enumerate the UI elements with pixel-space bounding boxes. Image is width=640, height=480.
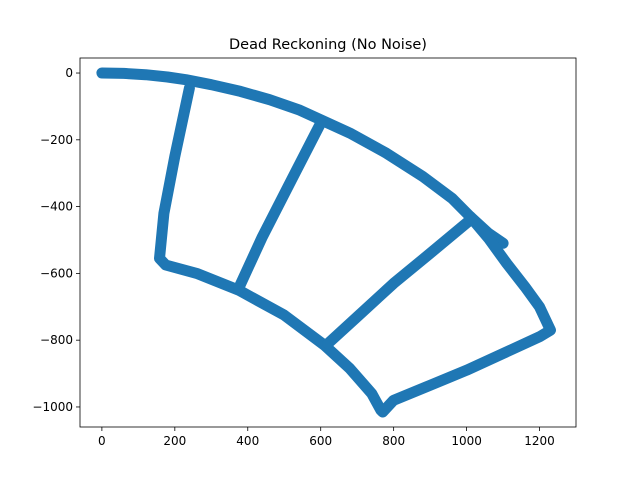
series-segment-0-0	[96, 67, 509, 249]
y-tick-label: −200	[40, 133, 73, 147]
x-tick-label: 200	[163, 434, 186, 448]
x-tick-label: 1200	[524, 434, 555, 448]
y-axis: 0 −200 −400 −600 −800 −1000	[32, 66, 80, 414]
x-tick-label: 800	[382, 434, 405, 448]
series-segment-0-3	[322, 214, 476, 349]
y-tick-label: 0	[65, 66, 73, 80]
y-tick-label: −1000	[32, 400, 73, 414]
series-segment-0-1	[154, 82, 387, 416]
x-axis: 0 200 400 600 800 1000 1200	[98, 427, 555, 448]
series-segment-0-4	[377, 211, 556, 418]
y-tick-label: −800	[40, 333, 73, 347]
x-tick-label: 1000	[451, 434, 482, 448]
chart-title: Dead Reckoning (No Noise)	[229, 37, 427, 53]
plot-frame	[79, 57, 577, 428]
x-tick-label: 600	[309, 434, 332, 448]
x-tick-label: 400	[236, 434, 259, 448]
series-segment-0-2	[233, 117, 327, 294]
y-tick-label: −600	[40, 266, 73, 280]
x-tick-label: 0	[98, 434, 106, 448]
y-tick-label: −400	[40, 200, 73, 214]
plot-layer	[96, 67, 556, 418]
